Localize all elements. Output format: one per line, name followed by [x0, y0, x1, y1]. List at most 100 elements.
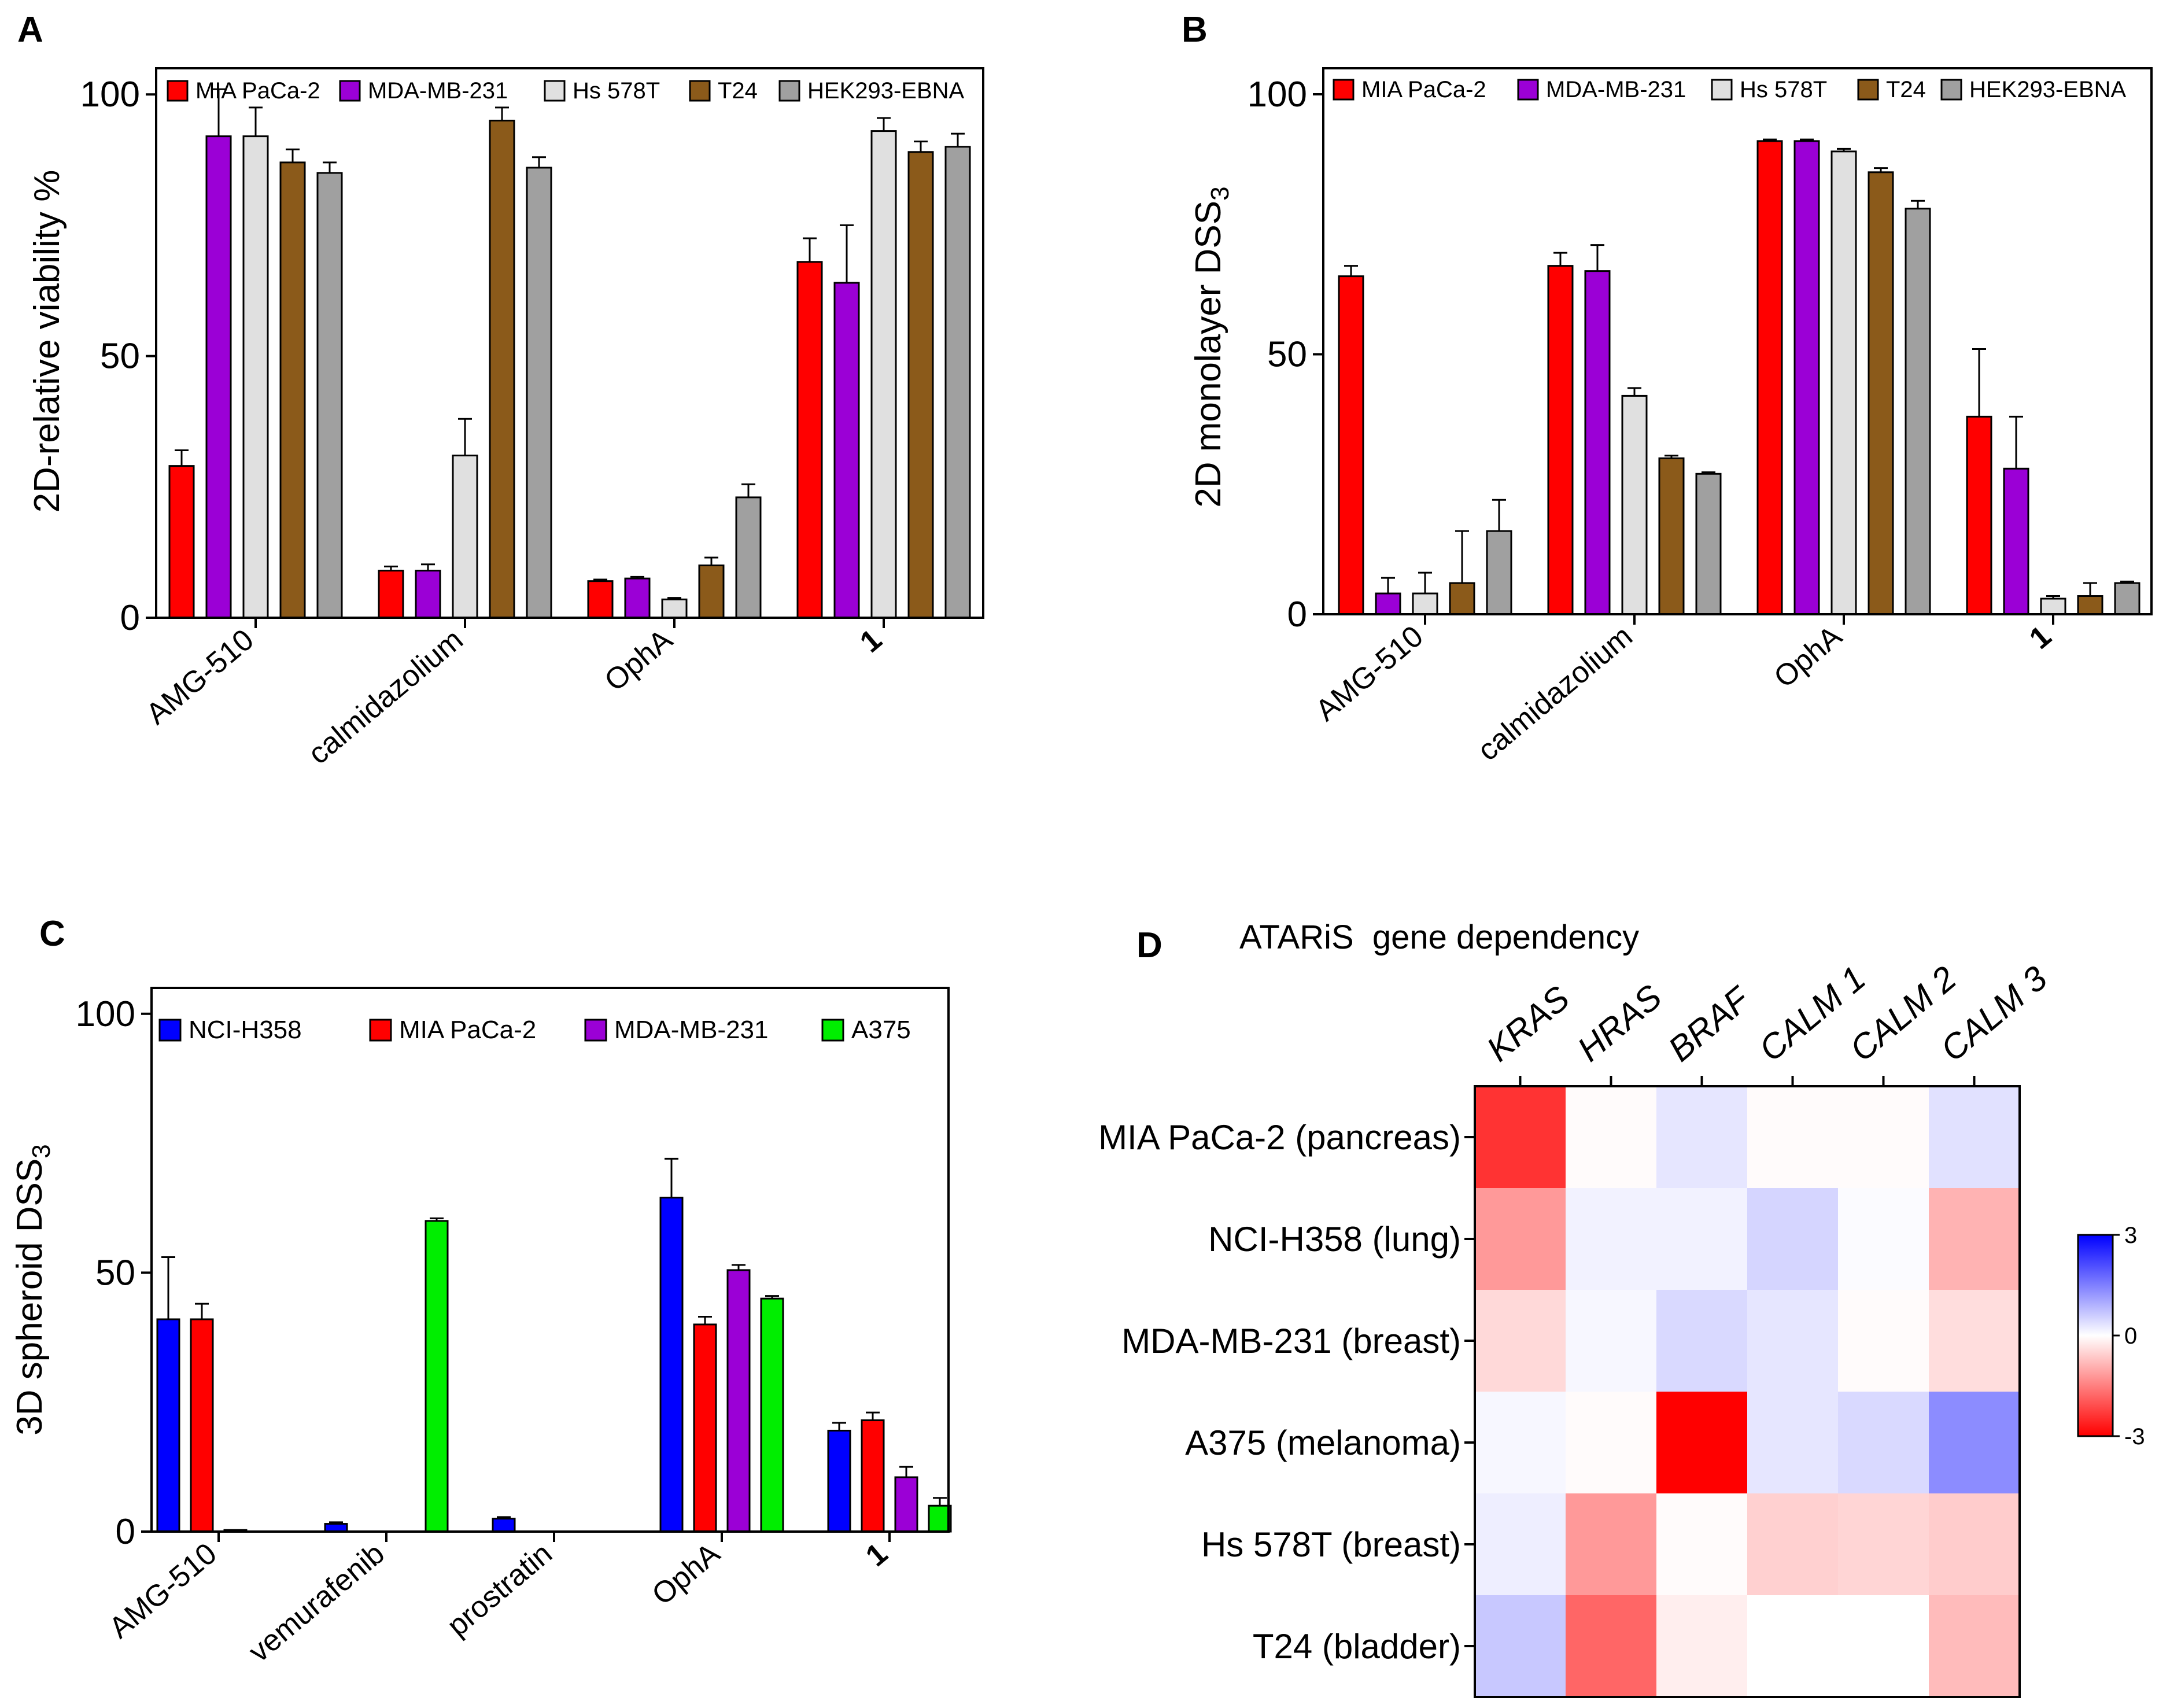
panel-b-legend-label-mia-paca-2: MIA PaCa-2	[1361, 77, 1486, 102]
heatmap-cell-mda-mb-231-breast-calm-1	[1747, 1290, 1839, 1392]
panel-c-bar-opha-nci-h358	[659, 1197, 684, 1533]
panel-a-bar-1-hek293-ebna	[944, 146, 971, 619]
panel-b-legend-swatch-mda-mb-231	[1517, 79, 1539, 101]
panel-c-bar-opha-a375	[760, 1297, 784, 1533]
panel-c-bar-opha-mda-mb-231	[726, 1269, 751, 1533]
heatmap-cell-a375-melanoma-kras	[1475, 1392, 1566, 1494]
panel-b-legend-label-t24: T24	[1886, 77, 1926, 102]
panel-b-y-tick-label-0: 0	[1287, 595, 1307, 634]
panel-c-bar-vemurafenib-a375	[425, 1220, 449, 1533]
heatmap-cell-a375-melanoma-calm-3	[1929, 1392, 2020, 1494]
panel-a-bar-1-mda-mb-231	[833, 282, 860, 619]
panel-c-bar-1-a375	[928, 1504, 952, 1533]
heatmap-cell-mda-mb-231-breast-calm-3	[1929, 1290, 2020, 1392]
panel-b-bar-calmidazolium-mia-paca-2	[1547, 265, 1574, 615]
panel-c-legend-label-mia-paca-2: MIA PaCa-2	[399, 1016, 536, 1044]
panel-c-legend-swatch-mia-paca-2	[369, 1019, 392, 1042]
heatmap-cell-nci-h358-lung-calm-3	[1929, 1188, 2020, 1290]
heatmap-cell-t24-bladder-hras	[1566, 1595, 1657, 1698]
panel-a-bar-calmidazolium-hek293-ebna	[526, 167, 552, 619]
heatmap-row-label-mia-paca-2-pancreas: MIA PaCa-2 (pancreas)	[1098, 1118, 1461, 1157]
heatmap-row-label-mda-mb-231-breast: MDA-MB-231 (breast)	[1121, 1322, 1461, 1360]
panel-c-y-tick-label-100: 100	[76, 994, 135, 1034]
heatmap-cell-hs-578t-breast-calm-1	[1747, 1493, 1839, 1596]
panel-d-heatmap-title: ATARiS gene dependency	[1239, 918, 1639, 956]
panel-a-legend-swatch-hs-578t	[544, 80, 566, 102]
panel-c-plot-frame	[150, 987, 950, 1533]
panel-c-bar-amg-510-mia-paca-2	[190, 1318, 214, 1533]
panel-b-bar-opha-t24	[1868, 171, 1894, 615]
panel-b-bar-calmidazolium-t24	[1658, 457, 1685, 615]
panel-c-bar-1-mia-paca-2	[861, 1419, 885, 1533]
heatmap-row-label-nci-h358-lung: NCI-H358 (lung)	[1208, 1220, 1461, 1259]
heatmap-cell-hs-578t-breast-braf	[1656, 1493, 1748, 1596]
panel-b-plot-frame	[1322, 67, 2153, 615]
panel-a-bar-opha-hek293-ebna	[735, 496, 762, 619]
panel-a-bar-opha-mda-mb-231	[624, 577, 651, 619]
heatmap-cell-nci-h358-lung-braf	[1656, 1188, 1748, 1290]
panel-b-legend: MIA PaCa-2 MDA-MB-231 Hs 578T T24 HEK293-EBN…	[1333, 77, 2127, 102]
panel-b-bar-opha-mda-mb-231	[1793, 140, 1820, 615]
panel-b-bar-1-hs-578t	[2040, 597, 2066, 615]
panel-a-legend-label-hek293-ebna: HEK293-EBNA	[807, 78, 965, 104]
panel-a-y-tick-label-0: 0	[120, 598, 140, 638]
heatmap-cell-mda-mb-231-breast-braf	[1656, 1290, 1748, 1392]
panel-a-bar-calmidazolium-mda-mb-231	[415, 570, 441, 619]
panel-a-bar-1-t24	[907, 151, 934, 619]
heatmap-cell-mia-paca-2-pancreas-kras	[1475, 1086, 1566, 1189]
heatmap-cell-hs-578t-breast-calm-3	[1929, 1493, 2020, 1596]
panel-a-y-tick-label-100: 100	[80, 75, 140, 115]
panel-a-bar-calmidazolium-hs-578t	[452, 455, 478, 619]
panel-b-bar-1-mda-mb-231	[2003, 467, 2029, 615]
panel-b-bar-calmidazolium-mda-mb-231	[1584, 270, 1611, 615]
panel-b-bar-1-hek293-ebna	[2114, 582, 2140, 615]
panel-d-row-labels: MIA PaCa-2 (pancreas) NCI-H358 (lung) MDA-…	[1098, 1118, 1461, 1666]
panel-a-legend-label-mia-paca-2: MIA PaCa-2	[195, 78, 320, 104]
heatmap-cell-nci-h358-lung-calm-2	[1838, 1188, 1929, 1290]
heatmap-cell-a375-melanoma-hras	[1566, 1392, 1657, 1494]
panel-c-bar-opha-mia-paca-2	[693, 1323, 717, 1533]
panel-a-bar-calmidazolium-t24	[489, 119, 515, 619]
panel-b-error-bars	[1344, 138, 2134, 599]
panel-c-legend: NCI-H358 MIA PaCa-2 MDA-MB-231 A375	[158, 1016, 911, 1044]
heatmap-cell-hs-578t-breast-kras	[1475, 1493, 1566, 1596]
panel-c-legend-label-a375: A375	[851, 1016, 911, 1044]
heatmap-cell-a375-melanoma-calm-2	[1838, 1392, 1929, 1494]
heatmap-cell-mda-mb-231-breast-kras	[1475, 1290, 1566, 1392]
heatmap-cell-hs-578t-breast-calm-2	[1838, 1493, 1929, 1596]
panel-a-bar-opha-hs-578t	[661, 598, 688, 619]
panel-a-bar-1-mia-paca-2	[796, 261, 823, 619]
panel-a-axes: 0 50 100	[80, 67, 984, 638]
panel-b-bar-opha-mia-paca-2	[1756, 140, 1783, 615]
colorbar-bar	[2077, 1234, 2114, 1437]
panel-a-legend-swatch-mda-mb-231	[339, 80, 361, 102]
panel-a-bar-calmidazolium-mia-paca-2	[378, 570, 404, 619]
heatmap-cell-a375-melanoma-calm-1	[1747, 1392, 1839, 1494]
panel-c-y-tick-label-0: 0	[116, 1512, 135, 1552]
panel-a-y-axis-title: 2D-relative viability %	[27, 170, 67, 513]
heatmap-cell-mda-mb-231-breast-hras	[1566, 1290, 1657, 1392]
heatmap-cell-t24-bladder-calm-2	[1838, 1595, 1929, 1698]
panel-b-legend-swatch-hek293-ebna	[1940, 79, 1962, 101]
heatmap-cell-hs-578t-breast-hras	[1566, 1493, 1657, 1596]
panel-b-bar-calmidazolium-hek293-ebna	[1695, 473, 1722, 615]
heatmap-row-label-t24-bladder: T24 (bladder)	[1253, 1627, 1461, 1666]
panel-b-bar-opha-hek293-ebna	[1905, 208, 1931, 615]
heatmap-cell-mia-paca-2-pancreas-braf	[1656, 1086, 1748, 1189]
panel-c-bar-1-nci-h358	[827, 1429, 851, 1533]
panel-c-legend-swatch-mda-mb-231	[584, 1019, 607, 1042]
panel-b-bar-opha-hs-578t	[1830, 150, 1857, 615]
panel-c-legend-label-mda-mb-231: MDA-MB-231	[614, 1016, 769, 1044]
panel-a-plot-frame	[155, 67, 984, 619]
panel-b-bar-amg-510-mia-paca-2	[1338, 275, 1364, 615]
heatmap-cell-nci-h358-lung-hras	[1566, 1188, 1657, 1290]
panel-b-axes: 0 50 100	[1248, 67, 2153, 634]
heatmap-row-label-hs-578t-breast: Hs 578T (breast)	[1201, 1525, 1461, 1564]
panel-b-y-tick-label-100: 100	[1248, 75, 1307, 115]
panel-a-y-tick-label-50: 50	[100, 337, 140, 377]
heatmap-row-label-a375-melanoma: A375 (melanoma)	[1185, 1423, 1461, 1462]
panel-b-y-axis-title-sub: 3	[1206, 186, 1234, 200]
panel-b-bar-1-mia-paca-2	[1966, 415, 1992, 615]
